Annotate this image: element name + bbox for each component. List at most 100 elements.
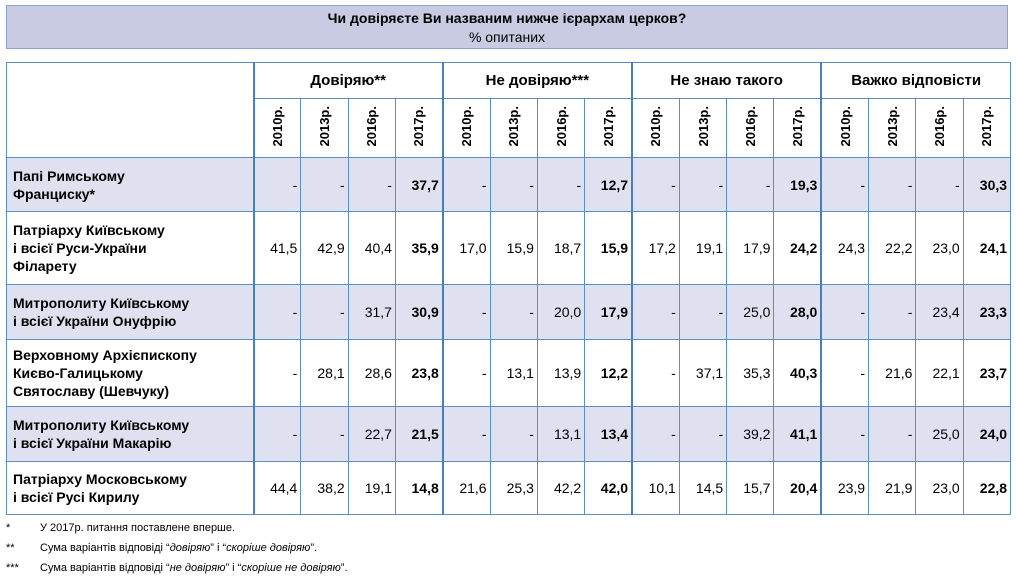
value-cell: -	[441, 339, 491, 407]
value-cell: 23,0	[915, 211, 964, 285]
data-row: Верховному Архієпископу Києво-Галицькому С…	[6, 339, 1012, 407]
value-cell: 23,8	[394, 339, 444, 407]
label-line: і всієї України Онуфрію	[13, 313, 177, 329]
value-cell: 12,7	[584, 157, 633, 212]
footnote-mark: ***	[6, 562, 19, 574]
footnote-text: ” і “	[210, 542, 227, 554]
row-label: Митрополиту Київському і всієї України Ма…	[6, 406, 254, 462]
table: Довіряю** Не довіряю*** Не знаю такого Важк…	[6, 62, 1012, 515]
footnotes: * У 2017р. питання поставлене вперше. ** Су…	[6, 518, 348, 578]
value-cell: 37,7	[394, 157, 444, 212]
year-cell: 2017р.	[773, 98, 822, 158]
value-cell: 22,1	[915, 339, 964, 407]
footnote-text: не довіряю	[169, 562, 226, 574]
value-cell: -	[631, 406, 680, 462]
value-cell: -	[678, 157, 728, 212]
label-line: Верховному Архієпископу	[13, 347, 197, 363]
year-label: 2016р.	[364, 106, 380, 147]
value-cell: -	[489, 284, 538, 340]
value-cell: 41,5	[252, 211, 302, 285]
title: Чи довіряєте Ви названим нижче ієрархам …	[327, 10, 687, 26]
row-label: Папі Римському Франциску*	[6, 157, 254, 212]
value-cell: 22,8	[962, 461, 1012, 515]
value-cell: 23,7	[962, 339, 1012, 407]
year-cell: 2016р.	[536, 98, 586, 158]
value-cell: 23,3	[962, 284, 1012, 340]
value-cell: 31,7	[347, 284, 396, 340]
year-label: 2016р.	[553, 106, 569, 147]
year-cell: 2016р.	[347, 98, 396, 158]
value-cell: -	[678, 406, 728, 462]
value-cell: -	[300, 157, 349, 212]
label-line: Святославу (Шевчуку)	[13, 383, 170, 399]
value-cell: 39,2	[726, 406, 775, 462]
value-cell: 15,9	[584, 211, 633, 285]
year-label: 2017р.	[979, 106, 995, 147]
value-cell: 19,3	[773, 157, 822, 212]
value-cell: 35,9	[394, 211, 444, 285]
footnote-text: У 2017р. питання поставлене вперше.	[40, 522, 236, 534]
group-header: Довіряю**	[252, 62, 444, 99]
value-cell: 13,9	[536, 339, 586, 407]
value-cell: 21,6	[868, 339, 917, 407]
footnote-text: скоріше не довіряю	[241, 562, 341, 574]
value-cell: 24,3	[820, 211, 870, 285]
label-line: Патріарху Московському	[13, 471, 187, 487]
label-line: Митрополиту Київському	[13, 417, 190, 433]
year-row: 2010р. 2013р. 2016р. 2017р. 2010р. 2013р. 2016…	[7, 98, 1012, 158]
value-cell: -	[441, 284, 491, 340]
value-cell: 25,0	[726, 284, 775, 340]
year-label: 2016р.	[932, 106, 948, 147]
value-cell: 37,1	[678, 339, 728, 407]
value-cell: -	[347, 157, 396, 212]
value-cell: -	[915, 157, 964, 212]
value-cell: -	[252, 284, 302, 340]
value-cell: 30,3	[962, 157, 1012, 212]
footnote-text: Сума варіантів відповіді “	[40, 562, 170, 574]
year-label: 2010р.	[648, 106, 664, 147]
value-cell: 28,6	[347, 339, 396, 407]
subtitle: % опитаних	[468, 29, 546, 45]
value-cell: 18,7	[536, 211, 586, 285]
value-cell: 25,0	[915, 406, 964, 462]
year-cell: 2013р.	[489, 98, 538, 158]
header-row: Довіряю** Не довіряю*** Не знаю такого Важк…	[6, 62, 1012, 158]
year-label: 2010р.	[459, 106, 475, 147]
value-cell: -	[252, 406, 302, 462]
value-cell: 25,3	[489, 461, 538, 515]
value-cell: 19,1	[678, 211, 728, 285]
year-label: 2013р.	[695, 106, 711, 147]
year-cell: 2017р.	[394, 98, 444, 158]
value-cell: -	[631, 284, 680, 340]
footnote-text: ”.	[340, 562, 348, 574]
year-label: 2013р.	[506, 106, 522, 147]
corner-cell	[6, 62, 254, 158]
group-header: Важко відповісти	[820, 62, 1012, 99]
value-cell: -	[868, 157, 917, 212]
label-line: Папі Римському	[13, 167, 125, 184]
value-cell: -	[726, 157, 775, 212]
value-cell: 15,9	[489, 211, 538, 285]
data-row: Патріарху Московському і всієї Русі Кирил…	[6, 461, 1012, 515]
value-cell: 20,4	[773, 461, 822, 515]
value-cell: -	[300, 284, 349, 340]
group-header: Не довіряю***	[441, 62, 633, 99]
year-cell: 2013р.	[300, 98, 349, 158]
year-label: 2010р.	[269, 106, 285, 147]
year-cell: 2010р.	[820, 98, 870, 158]
value-cell: 40,4	[347, 211, 396, 285]
footnote-text: ”.	[310, 542, 318, 554]
value-cell: 13,4	[584, 406, 633, 462]
value-cell: 17,0	[441, 211, 491, 285]
footnote-text: скоріше довіряю	[226, 542, 311, 554]
value-cell: -	[441, 406, 491, 462]
footnote-text: довіряю	[169, 542, 211, 554]
value-cell: -	[300, 406, 349, 462]
label-line: і всієї України Макарію	[13, 435, 172, 451]
year-cell: 2013р.	[678, 98, 728, 158]
year-label: 2013р.	[316, 106, 332, 147]
value-cell: 24,1	[962, 211, 1012, 285]
year-label: 2017р.	[411, 106, 427, 147]
value-cell: 21,6	[441, 461, 491, 515]
